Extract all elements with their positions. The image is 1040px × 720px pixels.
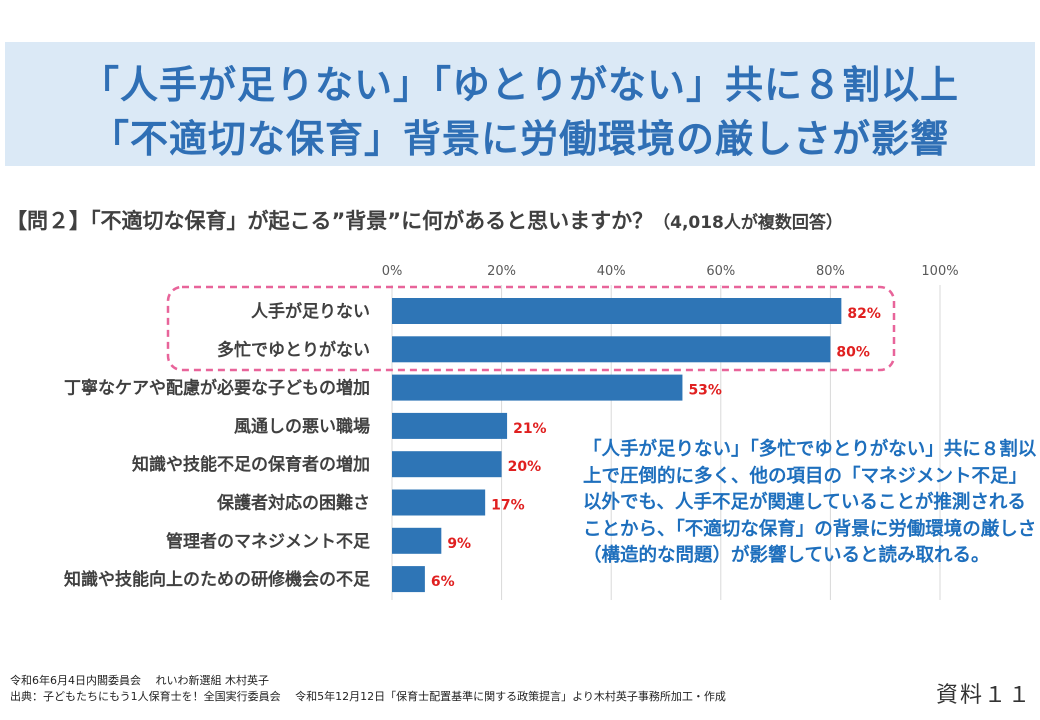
document-number: 資料１１ — [936, 683, 1033, 708]
footer-source: 出典：子どもたちにもう1人保育士を！全国実行委員会 令和5年12月12日「保育士… — [10, 690, 726, 703]
data-label: 20% — [508, 459, 542, 475]
x-tick-label: 40% — [597, 264, 626, 279]
respondents: （4,018人が複数回答） — [653, 213, 843, 233]
category-label: 保護者対応の困難さ — [216, 493, 370, 514]
question-text: 【問２】「不適切な保育」が起こる”背景”に何があると思いますか？ — [6, 209, 654, 233]
bar — [392, 374, 683, 401]
analysis-note: 「人手が足りない」「多忙でゆとりがない」共に８割以上で圧倒的に多く、他の項目の「… — [583, 439, 1037, 566]
title-banner: 「人手が足りない」「ゆとりがない」共に８割以上 「不適切な保育」背景に労働環境の… — [5, 42, 1035, 166]
category-label: 知識や技能不足の保育者の増加 — [131, 454, 370, 475]
bar — [392, 566, 425, 593]
x-tick-label: 20% — [487, 264, 516, 279]
data-label: 21% — [513, 421, 547, 437]
data-label: 53% — [688, 383, 722, 399]
x-tick-label: 100% — [921, 264, 958, 279]
title-line-1: 「人手が足りない」「ゆとりがない」共に８割以上 — [80, 63, 959, 107]
data-label: 6% — [431, 574, 455, 590]
category-label: 風通しの悪い職場 — [234, 416, 370, 437]
data-label: 9% — [447, 536, 471, 552]
bar — [392, 298, 842, 324]
category-label: 人手が足りない — [251, 301, 370, 322]
x-tick-label: 80% — [816, 264, 845, 279]
category-label: 多忙でゆとりがない — [217, 339, 370, 360]
bar — [392, 412, 508, 439]
data-label: 17% — [491, 498, 525, 514]
category-label: 知識や技能向上のための研修機会の不足 — [63, 569, 370, 590]
x-tick-label: 0% — [382, 264, 403, 279]
data-label: 82% — [847, 306, 881, 322]
bar — [392, 451, 502, 478]
x-tick-label: 60% — [706, 264, 735, 279]
bar — [392, 527, 442, 554]
bar — [392, 336, 831, 363]
footer-line-1: 令和6年6月4日内閣委員会 れいわ新選組 木村英子 — [10, 674, 269, 687]
highlight-box — [166, 285, 896, 372]
data-label: 80% — [836, 344, 870, 360]
category-label: 丁寧なケアや配慮が必要な子どもの増加 — [64, 378, 370, 399]
question: 【問２】「不適切な保育」が起こる”背景”に何があると思いますか？（4,018人が… — [6, 205, 843, 235]
category-label: 管理者のマネジメント不足 — [166, 531, 370, 552]
title-line-2: 「不適切な保育」背景に労働環境の厳しさが影響 — [90, 117, 949, 161]
bar — [392, 489, 486, 516]
